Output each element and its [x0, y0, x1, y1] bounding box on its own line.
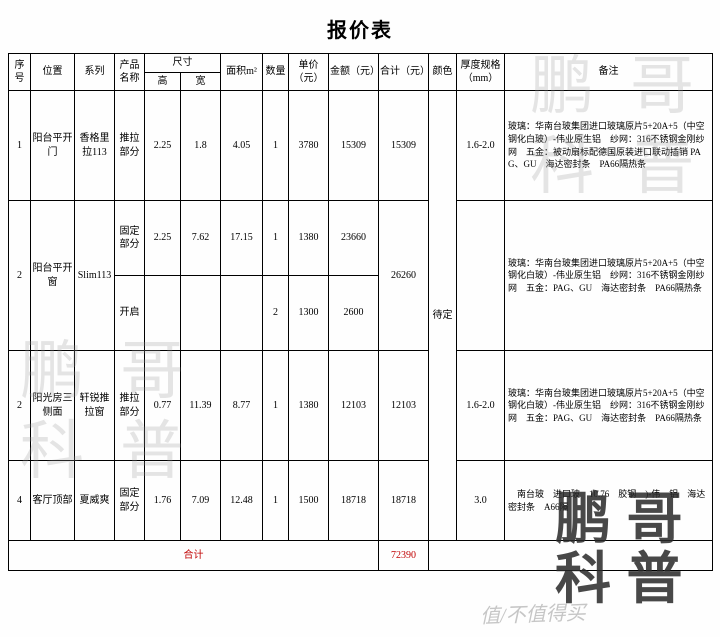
cell-product: 推拉部分 — [115, 351, 145, 461]
cell-series: 轩锐推拉窗 — [75, 351, 115, 461]
h-width: 宽 — [181, 72, 221, 91]
cell-pos: 客厅顶部 — [31, 461, 75, 541]
cell-price: 1500 — [289, 461, 329, 541]
cell-seq: 4 — [9, 461, 31, 541]
cell-amount: 18718 — [329, 461, 379, 541]
cell-h: 2.25 — [145, 201, 181, 276]
table-row: 4 客厅顶部 夏威爽 固定部分 1.76 7.09 12.48 1 1500 1… — [9, 461, 713, 541]
cell-price: 1300 — [289, 276, 329, 351]
cell-seq: 1 — [9, 91, 31, 201]
table-row: 2 阳光房三侧面 轩锐推拉窗 推拉部分 0.77 11.39 8.77 1 13… — [9, 351, 713, 461]
cell-remarks: 玻璃：华南台玻集团进口玻璃原片5+20A+5（中空钢化白玻）-伟业原生铝 纱网：… — [505, 201, 713, 351]
cell-product: 开启 — [115, 276, 145, 351]
cell-h: 0.77 — [145, 351, 181, 461]
cell-area — [221, 276, 263, 351]
cell-thk: 1.6-2.0 — [457, 351, 505, 461]
cell-area: 4.05 — [221, 91, 263, 201]
cell-qty: 1 — [263, 461, 289, 541]
h-size: 尺寸 — [145, 54, 221, 73]
h-area: 面积m² — [221, 54, 263, 91]
h-color: 颜色 — [429, 54, 457, 91]
watermark-site: 值/不值得买 — [480, 596, 587, 629]
cell-subtotal: 15309 — [379, 91, 429, 201]
h-remarks: 备注 — [505, 54, 713, 91]
cell-amount: 23660 — [329, 201, 379, 276]
header-row-1: 序号 位置 系列 产品名称 尺寸 面积m² 数量 单价（元） 金额（元） 合计（… — [9, 54, 713, 73]
total-row: 合计 72390 — [9, 541, 713, 571]
cell-qty: 1 — [263, 91, 289, 201]
cell-w — [181, 276, 221, 351]
cell-area: 8.77 — [221, 351, 263, 461]
cell-series: 香格里拉113 — [75, 91, 115, 201]
total-label: 合计 — [9, 541, 379, 571]
cell-product: 固定部分 — [115, 201, 145, 276]
cell-remarks: 玻璃：华南台玻集团进口玻璃原片5+20A+5（中空钢化白玻）-伟业原生铝 纱网：… — [505, 91, 713, 201]
cell-w: 7.62 — [181, 201, 221, 276]
cell-subtotal: 12103 — [379, 351, 429, 461]
table-row: 2 阳台平开窗 Slim113 固定部分 2.25 7.62 17.15 1 1… — [9, 201, 713, 276]
cell-area: 17.15 — [221, 201, 263, 276]
cell-h: 2.25 — [145, 91, 181, 201]
total-value: 72390 — [379, 541, 429, 571]
cell-seq: 2 — [9, 201, 31, 351]
cell-qty: 1 — [263, 201, 289, 276]
h-product: 产品名称 — [115, 54, 145, 91]
cell-pos: 阳光房三侧面 — [31, 351, 75, 461]
cell-area: 12.48 — [221, 461, 263, 541]
cell-amount: 12103 — [329, 351, 379, 461]
cell-remarks: 南台玻 进口玻 10.76 胶钢 )-伟 铝 海达密封条 A66隔 — [505, 461, 713, 541]
h-seq: 序号 — [9, 54, 31, 91]
cell-product: 固定部分 — [115, 461, 145, 541]
total-blank — [429, 541, 713, 571]
cell-amount: 2600 — [329, 276, 379, 351]
h-series: 系列 — [75, 54, 115, 91]
cell-h: 1.76 — [145, 461, 181, 541]
page-title: 报价表 — [8, 14, 712, 43]
h-pos: 位置 — [31, 54, 75, 91]
cell-qty: 1 — [263, 351, 289, 461]
cell-price: 1380 — [289, 201, 329, 276]
cell-price: 1380 — [289, 351, 329, 461]
cell-remarks: 玻璃：华南台玻集团进口玻璃原片5+20A+5（中空钢化白玻）-伟业原生铝 纱网：… — [505, 351, 713, 461]
table-row: 1 阳台平开门 香格里拉113 推拉部分 2.25 1.8 4.05 1 378… — [9, 91, 713, 201]
h-price: 单价（元） — [289, 54, 329, 91]
cell-product: 推拉部分 — [115, 91, 145, 201]
cell-w: 7.09 — [181, 461, 221, 541]
cell-subtotal: 26260 — [379, 201, 429, 351]
cell-thk — [457, 201, 505, 351]
cell-pos: 阳台平开窗 — [31, 201, 75, 351]
cell-price: 3780 — [289, 91, 329, 201]
h-subtotal: 合计（元） — [379, 54, 429, 91]
cell-w: 1.8 — [181, 91, 221, 201]
cell-pos: 阳台平开门 — [31, 91, 75, 201]
h-amount: 金额（元） — [329, 54, 379, 91]
quote-table: 序号 位置 系列 产品名称 尺寸 面积m² 数量 单价（元） 金额（元） 合计（… — [8, 53, 713, 571]
cell-thk: 3.0 — [457, 461, 505, 541]
cell-seq: 2 — [9, 351, 31, 461]
cell-amount: 15309 — [329, 91, 379, 201]
cell-qty: 2 — [263, 276, 289, 351]
h-thk: 厚度规格（mm） — [457, 54, 505, 91]
cell-series: 夏威爽 — [75, 461, 115, 541]
h-qty: 数量 — [263, 54, 289, 91]
h-height: 高 — [145, 72, 181, 91]
cell-h — [145, 276, 181, 351]
cell-color: 待定 — [429, 91, 457, 541]
cell-series: Slim113 — [75, 201, 115, 351]
cell-thk: 1.6-2.0 — [457, 91, 505, 201]
cell-subtotal: 18718 — [379, 461, 429, 541]
cell-w: 11.39 — [181, 351, 221, 461]
